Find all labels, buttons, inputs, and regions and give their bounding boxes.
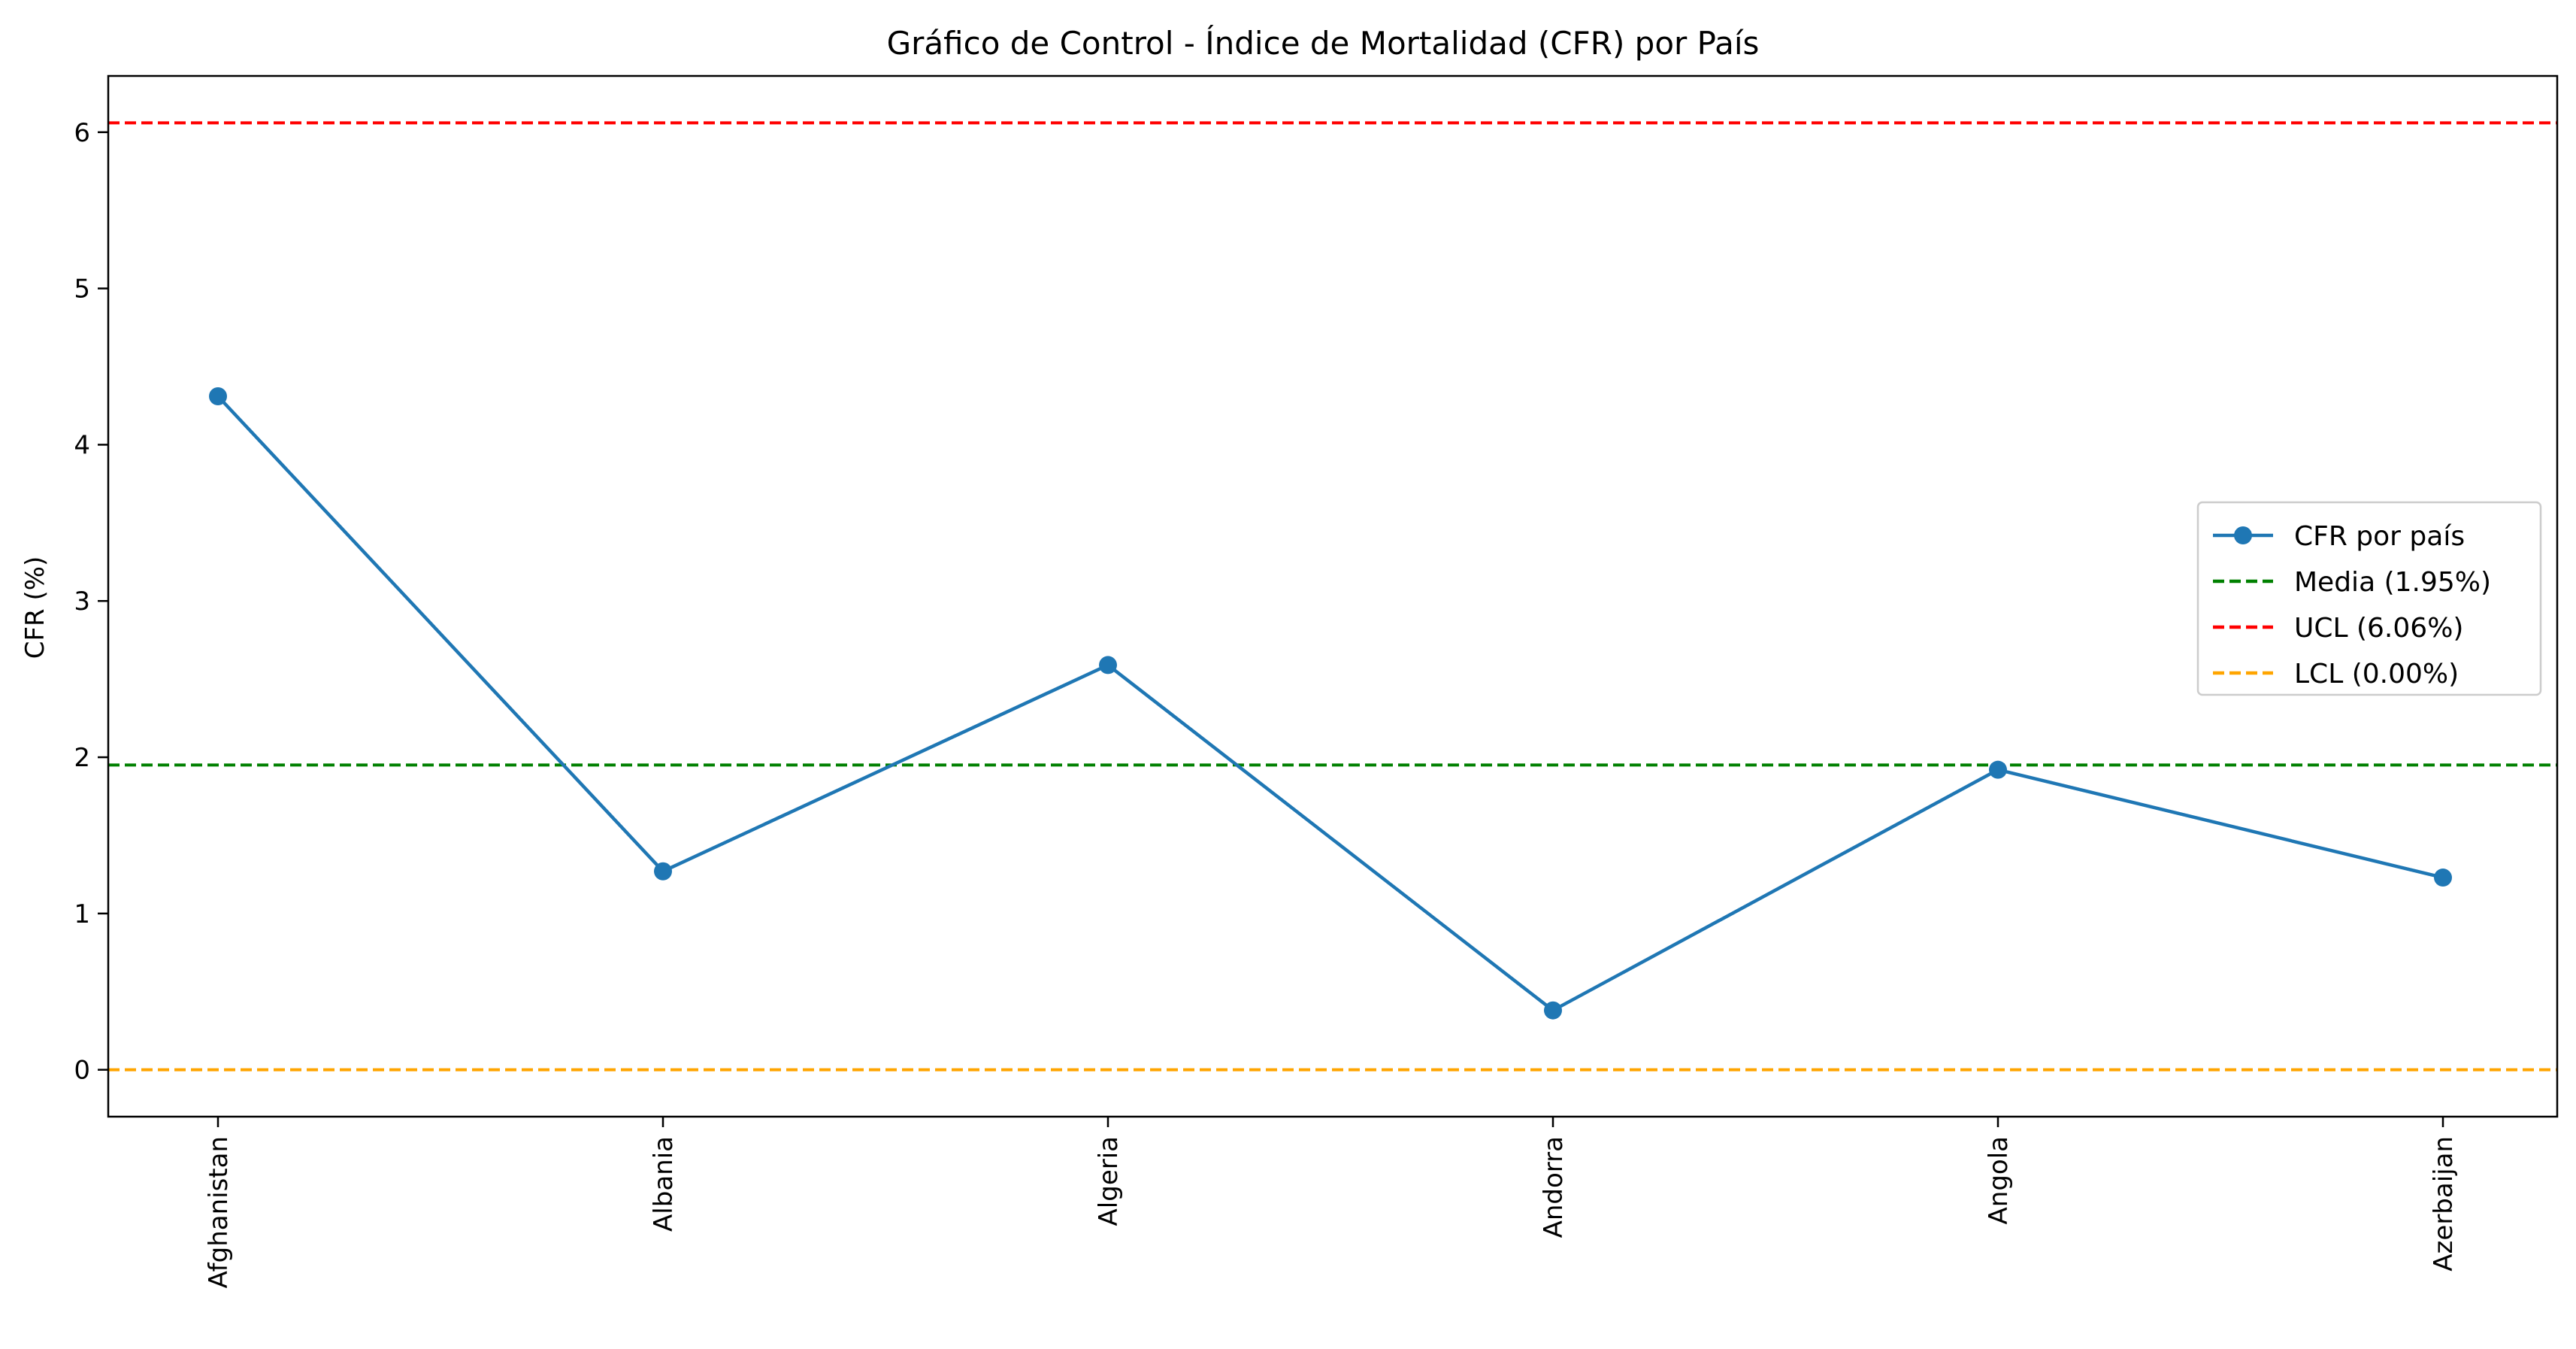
reference-lines [108, 121, 2557, 1072]
plot-area-frame [107, 74, 2559, 1118]
x-tick-label-andorra: Andorra [1539, 1136, 1569, 1238]
y-tick-label: 5 [74, 274, 90, 305]
x-tick-label-azerbaijan: Azerbaijan [2429, 1136, 2459, 1272]
data-point-andorra [1544, 1001, 1562, 1020]
y-tick-label: 1 [74, 899, 90, 929]
legend-label-0: CFR por país [2294, 521, 2465, 552]
y-tick-label: 6 [74, 118, 90, 148]
y-tick-label: 2 [74, 743, 90, 773]
legend-label-2: UCL (6.06%) [2294, 613, 2463, 644]
y-tick-label: 3 [74, 587, 90, 617]
x-tick-label-algeria: Algeria [1094, 1136, 1124, 1226]
chart-title: Gráfico de Control - Índice de Mortalida… [887, 24, 1760, 62]
series-line-0 [216, 395, 2444, 1012]
legend-box [2196, 501, 2542, 696]
legend: CFR por país Media (1.95%) UCL (6.06%) LCL … [2196, 501, 2542, 696]
data-point-algeria [1099, 656, 1117, 674]
legend-label-3: LCL (0.00%) [2294, 659, 2459, 690]
legend-marker [2234, 526, 2252, 544]
data-point-albania [654, 862, 672, 881]
y-axis-label: CFR (%) [20, 556, 50, 659]
x-axis-ticks: Afghanistan Albania Algeria Andorra Angola Az… [204, 1117, 2459, 1288]
x-tick-label-afghanistan: Afghanistan [204, 1136, 234, 1288]
y-tick-label: 4 [74, 430, 90, 460]
x-tick-label-albania: Albania [649, 1136, 679, 1232]
data-point-azerbaijan [2434, 869, 2452, 887]
y-tick-label: 0 [74, 1056, 90, 1086]
data-point-afghanistan [209, 387, 227, 406]
y-axis-ticks: 0 1 2 3 4 5 6 [74, 118, 108, 1086]
series-layer [209, 387, 2452, 1020]
data-point-angola [1989, 760, 2007, 779]
legend-label-1: Media (1.95%) [2294, 567, 2491, 598]
x-tick-label-angola: Angola [1984, 1136, 2014, 1224]
